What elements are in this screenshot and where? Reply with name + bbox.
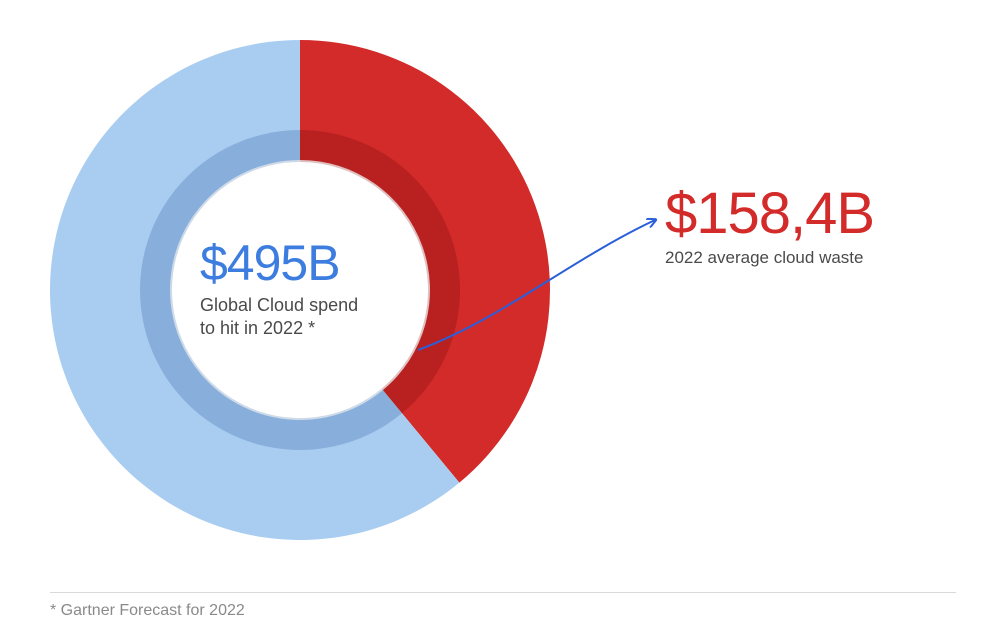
donut-chart [0, 0, 1006, 625]
waste-caption: 2022 average cloud waste [665, 247, 985, 269]
footnote-rule [50, 592, 956, 593]
total-spend-caption-line2: to hit in 2022 * [200, 318, 315, 338]
total-spend-caption: Global Cloud spend to hit in 2022 * [200, 294, 420, 341]
center-label: $495B Global Cloud spend to hit in 2022 … [200, 238, 420, 341]
total-spend-caption-line1: Global Cloud spend [200, 295, 358, 315]
total-spend-value: $495B [200, 238, 420, 288]
waste-value: $158,4B [665, 185, 985, 243]
waste-callout: $158,4B 2022 average cloud waste [665, 185, 985, 269]
chart-stage: $495B Global Cloud spend to hit in 2022 … [0, 0, 1006, 625]
footnote-text: * Gartner Forecast for 2022 [50, 602, 245, 620]
